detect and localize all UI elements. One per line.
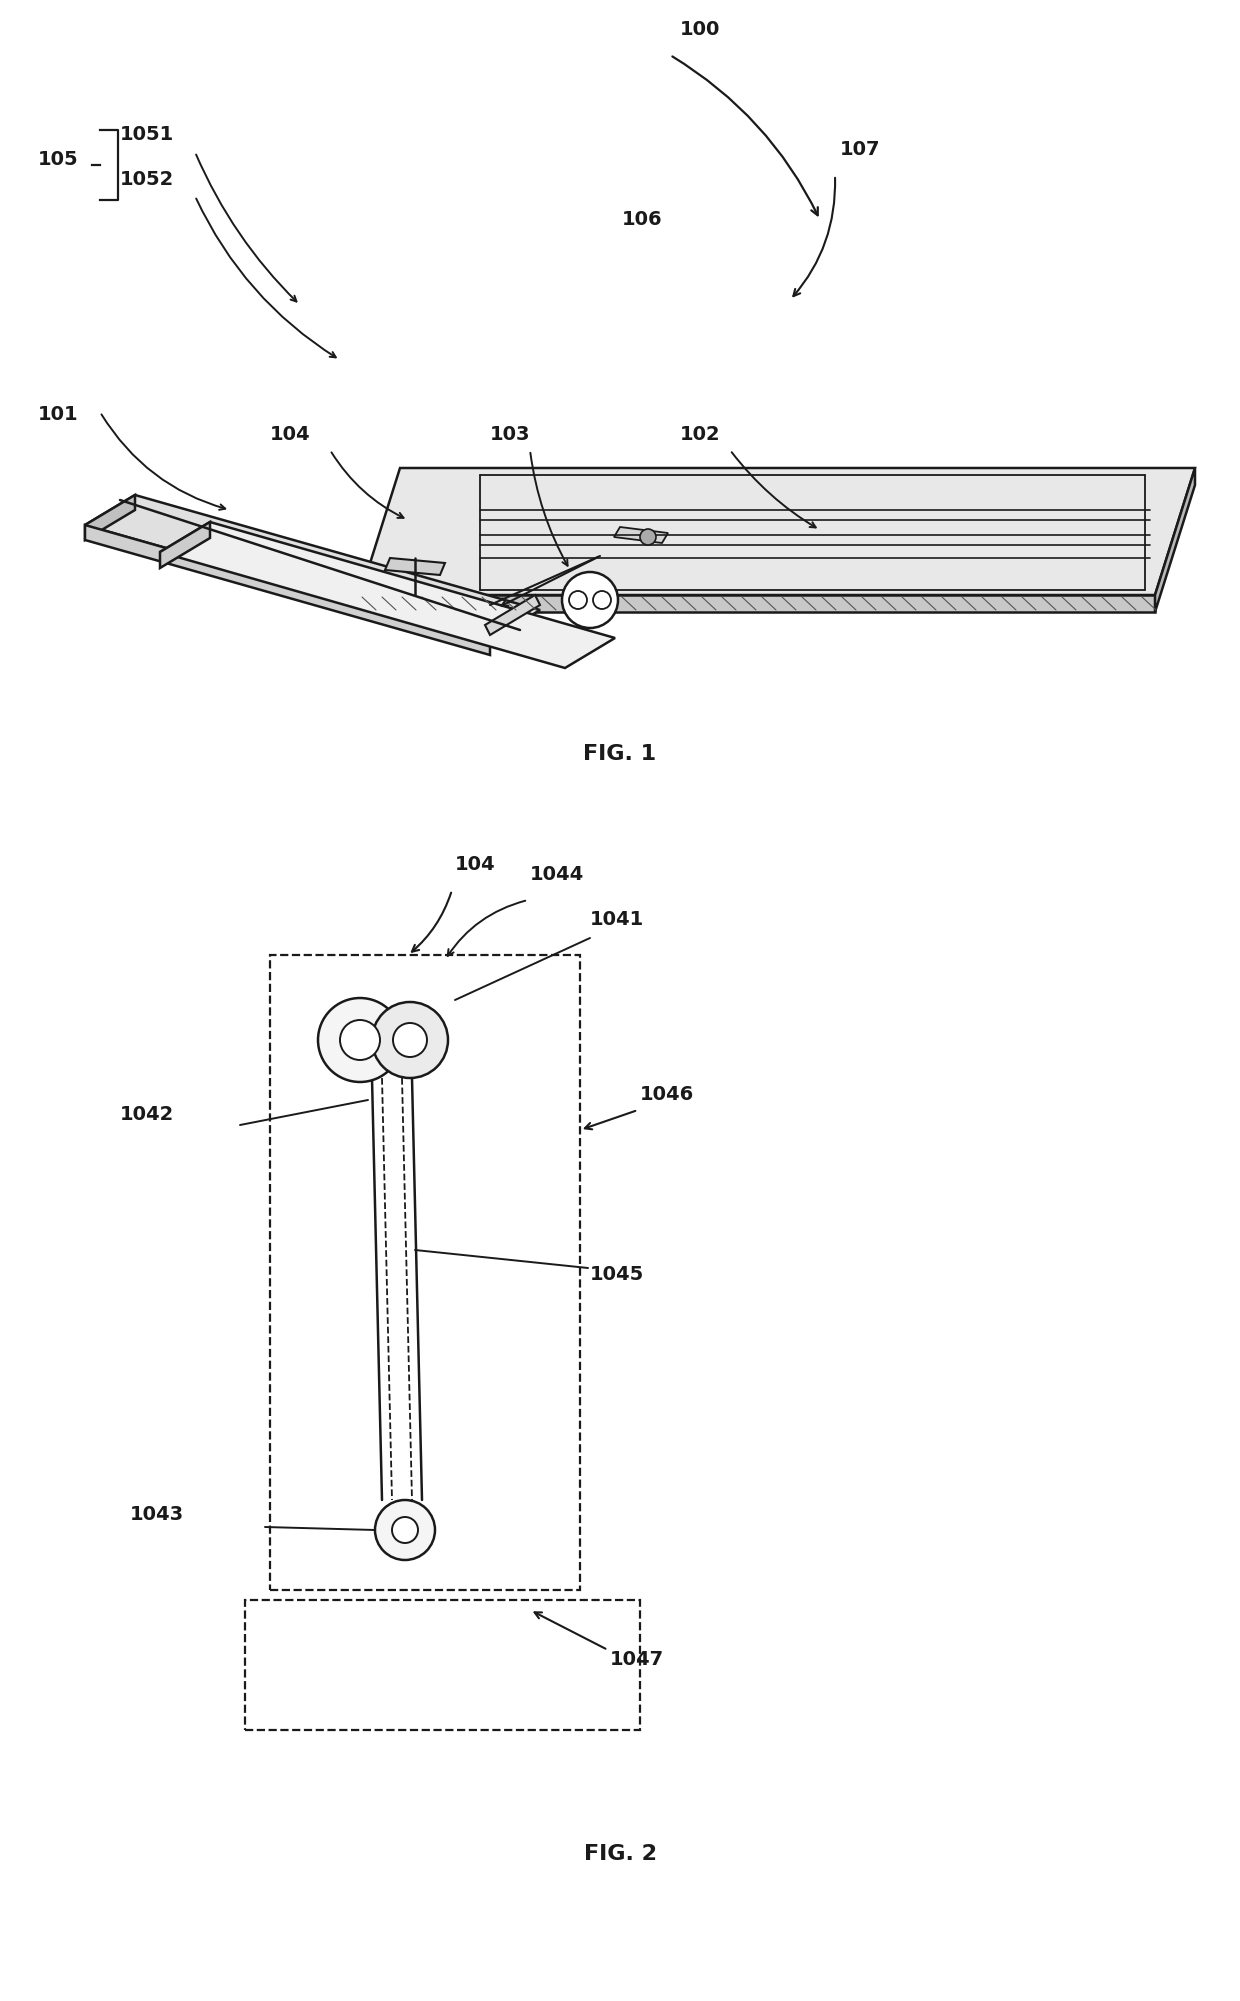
Text: 106: 106 xyxy=(622,210,662,228)
Polygon shape xyxy=(485,594,539,634)
Text: 104: 104 xyxy=(455,854,496,874)
Polygon shape xyxy=(86,494,539,640)
Polygon shape xyxy=(160,522,210,568)
Circle shape xyxy=(393,1023,427,1057)
Text: 1052: 1052 xyxy=(120,170,175,188)
Circle shape xyxy=(569,590,587,608)
Text: 102: 102 xyxy=(680,424,720,444)
Text: 1051: 1051 xyxy=(120,124,175,144)
Polygon shape xyxy=(1154,468,1195,612)
Text: 1041: 1041 xyxy=(590,910,645,928)
Circle shape xyxy=(640,528,656,544)
Circle shape xyxy=(374,1501,435,1561)
Polygon shape xyxy=(86,524,490,654)
Text: 107: 107 xyxy=(839,140,880,158)
Polygon shape xyxy=(86,494,135,540)
Circle shape xyxy=(340,1021,379,1061)
Text: FIG. 2: FIG. 2 xyxy=(584,1845,656,1865)
Text: 105: 105 xyxy=(38,150,78,168)
Circle shape xyxy=(372,1003,448,1079)
Circle shape xyxy=(593,590,611,608)
Polygon shape xyxy=(360,468,1195,594)
Text: 100: 100 xyxy=(680,20,720,38)
Text: 1042: 1042 xyxy=(120,1105,175,1125)
Polygon shape xyxy=(614,526,668,542)
Circle shape xyxy=(392,1517,418,1543)
Text: 1047: 1047 xyxy=(610,1651,665,1669)
Polygon shape xyxy=(360,594,1154,612)
Text: FIG. 1: FIG. 1 xyxy=(584,744,656,764)
Text: 1043: 1043 xyxy=(130,1505,184,1525)
Text: 101: 101 xyxy=(38,404,78,424)
Text: 103: 103 xyxy=(490,424,531,444)
Text: 104: 104 xyxy=(270,424,311,444)
Polygon shape xyxy=(384,558,445,574)
Circle shape xyxy=(317,998,402,1083)
Circle shape xyxy=(562,572,618,628)
Text: 1044: 1044 xyxy=(529,864,584,884)
Polygon shape xyxy=(160,522,615,668)
Text: 1046: 1046 xyxy=(640,1085,694,1105)
Text: 1045: 1045 xyxy=(590,1265,645,1285)
